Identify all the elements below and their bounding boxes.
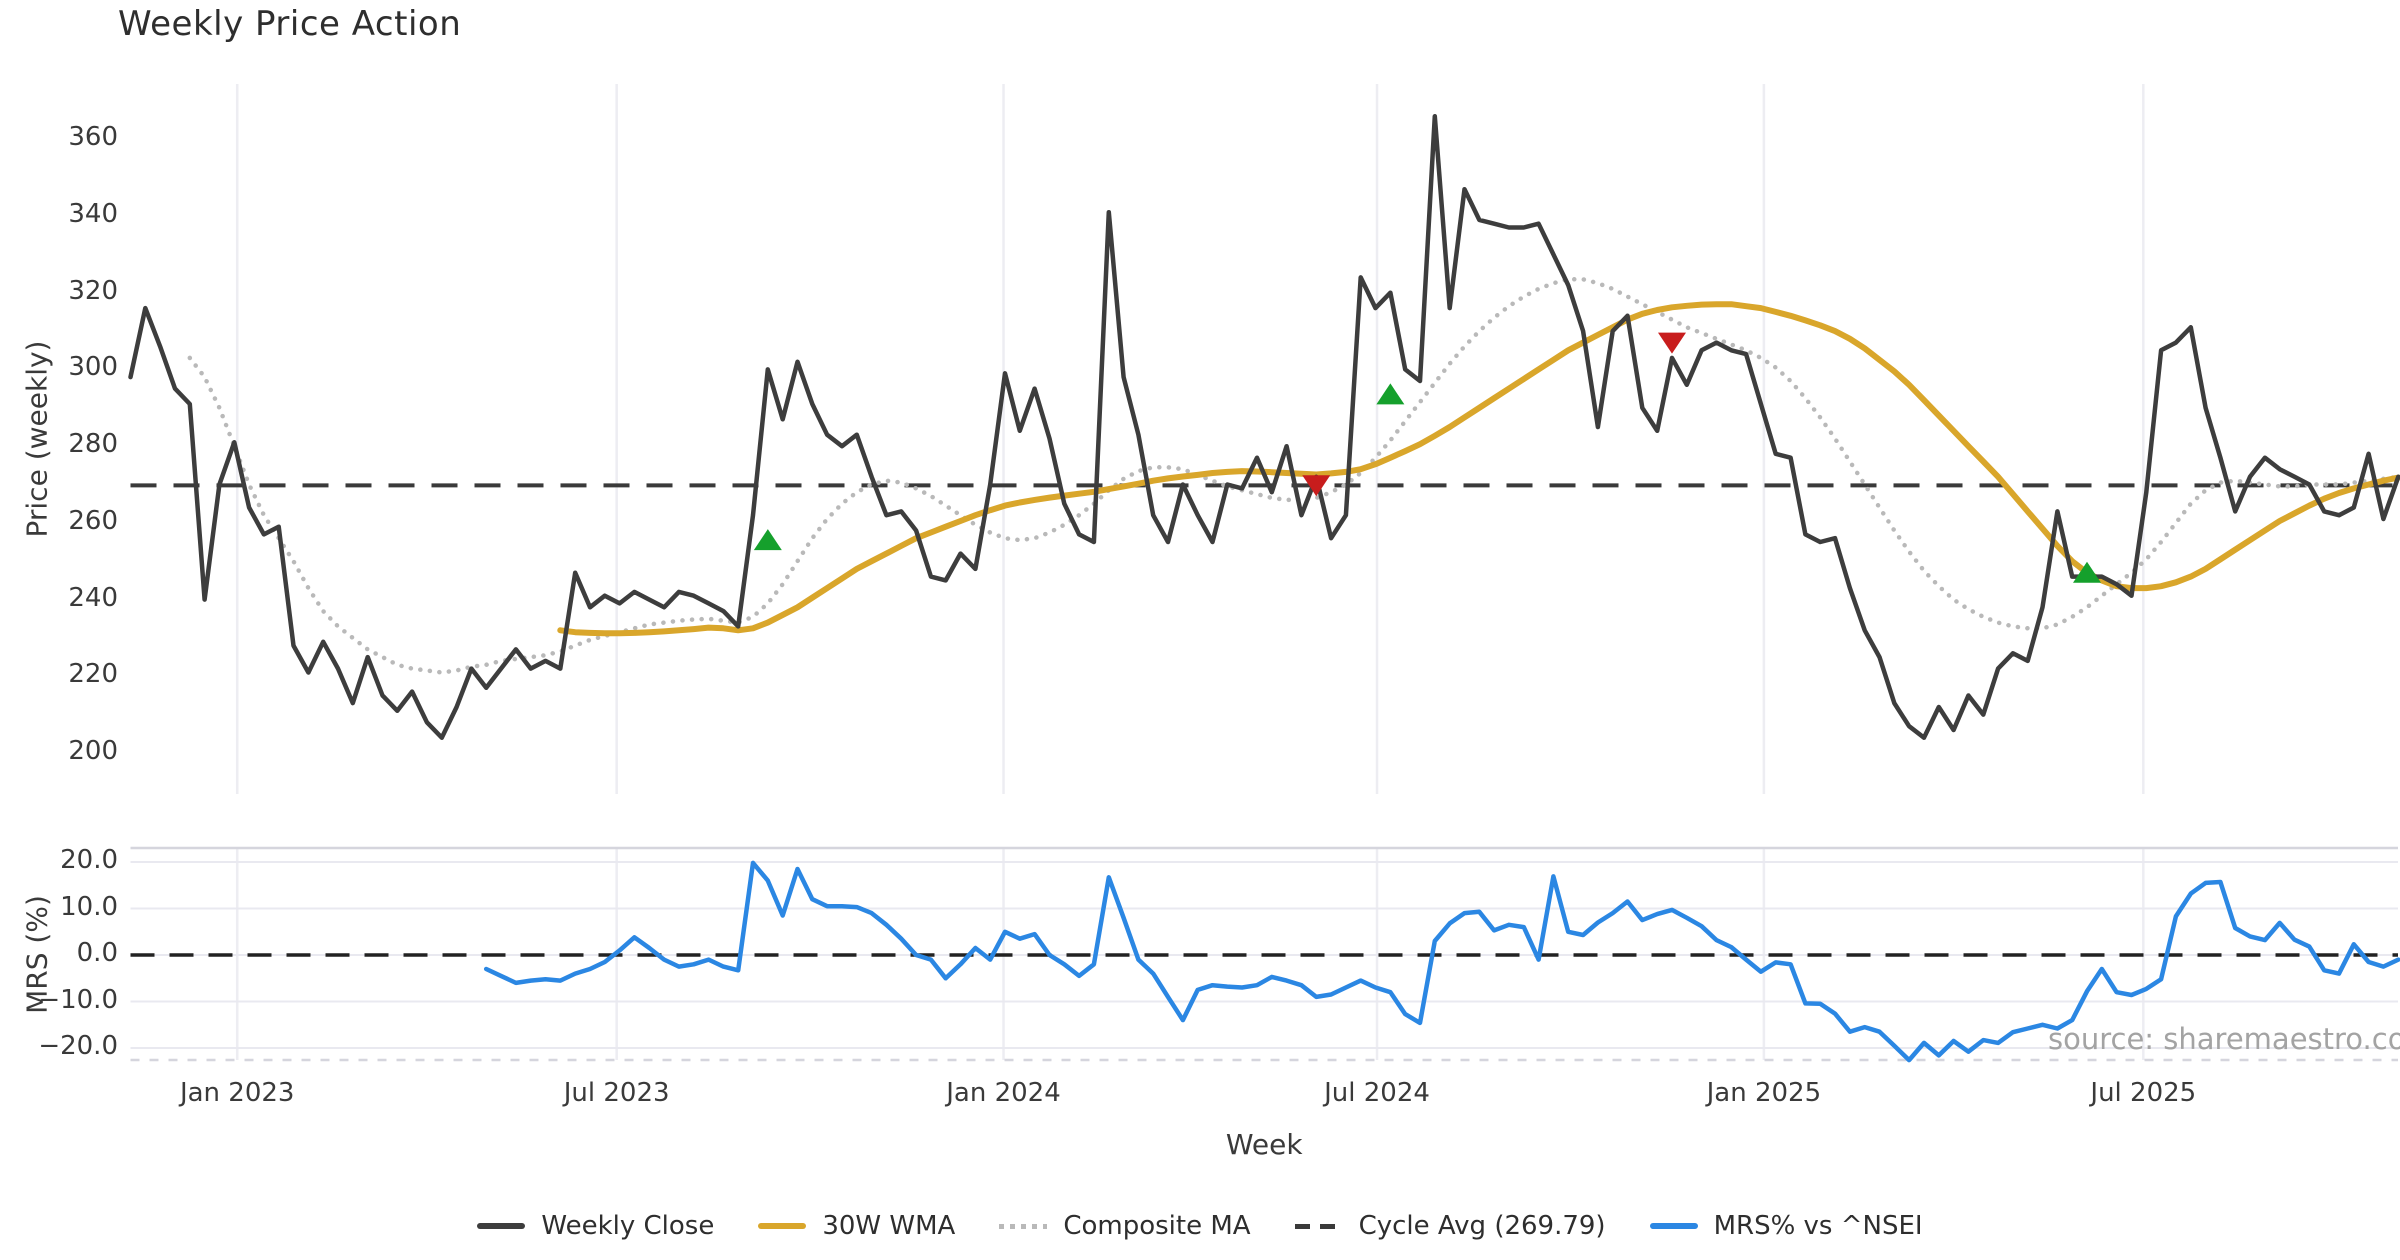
price-y-tick-label: 340 (68, 199, 118, 230)
price-y-tick-label: 260 (68, 505, 118, 536)
sell-signal-marker (1302, 475, 1331, 497)
legend-item: MRS% vs ^NSEI (1649, 1211, 1923, 1241)
buy-signal-marker (1376, 383, 1405, 405)
x-tick-label: Jan 2024 (946, 1078, 1061, 1108)
buy-signal-marker (753, 529, 782, 551)
x-tick-label: Jan 2025 (1706, 1078, 1822, 1108)
weekly-close-line (128, 114, 2400, 740)
price-y-tick-label: 220 (68, 659, 118, 690)
legend-label: 30W WMA (822, 1211, 956, 1241)
legend-swatch-dotted (999, 1223, 1048, 1229)
mrs-y-tick-label: 20.0 (60, 845, 118, 875)
x-tick-label: Jul 2025 (2090, 1078, 2197, 1108)
x-axis-label: Week (1225, 1128, 1303, 1161)
legend-label: MRS% vs ^NSEI (1713, 1211, 1923, 1241)
mrs-y-tick-label: 10.0 (60, 891, 118, 922)
mrs-y-tick-label: −20.0 (38, 1031, 118, 1061)
chart-title: Weekly Price Action (118, 4, 462, 44)
source-watermark: source: sharemaestro.com (2048, 1022, 2400, 1056)
x-tick-label: Jul 2024 (1324, 1078, 1430, 1108)
legend-swatch-solid (477, 1223, 526, 1229)
mrs-line (483, 860, 2400, 1063)
legend-label: Composite MA (1063, 1211, 1251, 1241)
mrs-y-tick-label: 0.0 (76, 938, 118, 968)
x-tick-label: Jul 2023 (563, 1078, 670, 1108)
legend-label: Weekly Close (541, 1211, 715, 1241)
wma-line (557, 301, 2400, 637)
mrs-y-tick-label: −10.0 (38, 984, 118, 1015)
price-y-tick-label: 200 (68, 736, 118, 766)
price-y-tick-label: 300 (68, 352, 118, 383)
price-y-tick-label: 280 (68, 429, 118, 460)
x-tick-label: Jan 2023 (179, 1078, 295, 1108)
price-y-tick-label: 360 (68, 122, 118, 153)
buy-signal-marker (2073, 561, 2102, 583)
legend-label: Cycle Avg (269.79) (1358, 1211, 1606, 1241)
legend-item: Composite MA (999, 1211, 1251, 1241)
legend-item: Weekly Close (477, 1211, 714, 1241)
legend-swatch-solid (1649, 1223, 1698, 1229)
price-y-tick-label: 320 (68, 275, 118, 306)
legend-item: Cycle Avg (269.79) (1294, 1211, 1606, 1241)
chart-legend: Weekly Close 30W WMA Composite MA Cycle Avg… (0, 1196, 2400, 1256)
price-y-tick-label: 240 (68, 582, 118, 613)
legend-item: 30W WMA (758, 1211, 955, 1241)
legend-swatch-dashed (1294, 1223, 1343, 1229)
sell-signal-marker (1657, 332, 1686, 354)
legend-swatch-solid (758, 1223, 807, 1229)
